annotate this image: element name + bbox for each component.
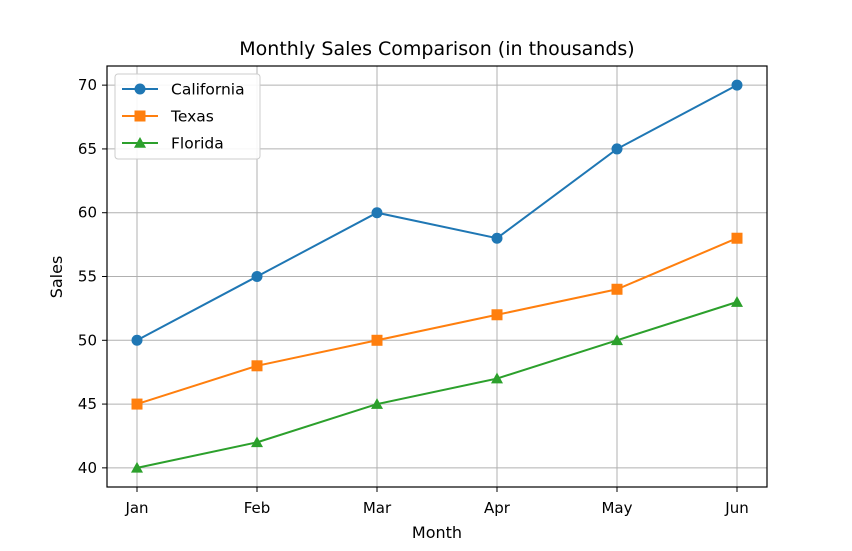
- data-point-california: [251, 271, 263, 282]
- x-tick-label: Jan: [124, 499, 148, 517]
- series-california: [131, 79, 743, 346]
- series-line-texas: [136, 237, 738, 406]
- x-tick-label: Feb: [244, 499, 271, 517]
- data-point-texas: [371, 334, 383, 346]
- data-point-florida: [131, 461, 143, 473]
- data-point-california: [131, 334, 143, 346]
- y-tick-label: 70: [78, 76, 97, 94]
- y-tick-label: 65: [78, 140, 97, 158]
- y-axis-label: Sales: [47, 256, 66, 299]
- axes: Jan Feb Mar Apr May Jun 40 45 50 55 60 65 70: [78, 76, 749, 517]
- x-tick-label: May: [601, 499, 632, 517]
- series-line-california: [136, 84, 738, 342]
- y-tick-label: 40: [78, 459, 97, 477]
- legend-item-california: California: [122, 81, 245, 99]
- data-point-florida: [611, 334, 623, 346]
- data-point-california: [611, 143, 623, 155]
- x-tick-label: Jun: [724, 499, 748, 517]
- x-tick-label: Mar: [363, 499, 392, 517]
- data-point-california: [731, 79, 743, 91]
- data-point-california: [371, 207, 383, 219]
- y-tick-label: 60: [78, 204, 97, 222]
- data-point-florida: [731, 296, 743, 307]
- legend-label-california: California: [171, 81, 245, 99]
- series-florida: [131, 296, 743, 473]
- series-line-florida: [136, 301, 738, 469]
- legend-marker-california: [134, 83, 146, 95]
- legend-marker-texas: [134, 110, 146, 122]
- data-point-texas: [731, 232, 743, 244]
- legend: California Texas Florida: [114, 73, 261, 160]
- y-tick-label: 55: [78, 268, 97, 286]
- legend-marker-florida: [134, 137, 146, 148]
- series-texas: [131, 232, 743, 410]
- y-tick-label: 45: [78, 395, 97, 413]
- data-point-texas: [491, 309, 503, 321]
- legend-label-texas: Texas: [170, 108, 214, 126]
- data-point-california: [491, 232, 503, 244]
- x-tick-label: Apr: [484, 499, 511, 517]
- data-point-texas: [251, 360, 263, 372]
- legend-box: [114, 73, 261, 160]
- data-point-florida: [251, 436, 263, 448]
- y-tick-label: 50: [78, 331, 97, 349]
- data-point-florida: [491, 372, 503, 384]
- data-point-texas: [131, 398, 143, 410]
- data-point-texas: [611, 283, 623, 295]
- legend-label-florida: Florida: [171, 135, 224, 153]
- legend-item-texas: Texas: [122, 108, 214, 126]
- chart-title: Monthly Sales Comparison (in thousands): [239, 38, 634, 60]
- series-layer: [131, 79, 743, 473]
- data-point-florida: [371, 398, 383, 409]
- x-axis-label: Month: [412, 523, 462, 542]
- legend-item-florida: Florida: [122, 135, 224, 153]
